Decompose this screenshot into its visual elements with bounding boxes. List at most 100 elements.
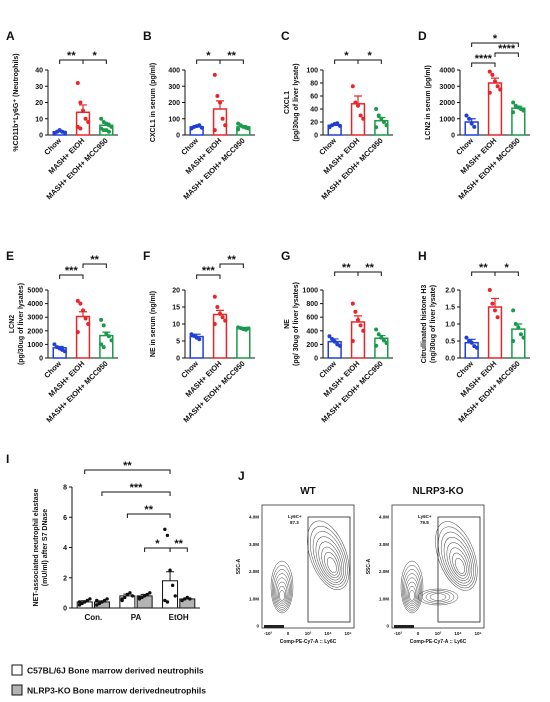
- data-point: [163, 598, 167, 603]
- y-tick-label: 3000: [27, 315, 43, 322]
- data-point: [223, 123, 228, 128]
- data-point: [490, 72, 495, 77]
- y-tick-label: 10: [35, 116, 43, 123]
- data-point: [170, 583, 175, 588]
- x-tick-label: Chow: [454, 136, 475, 157]
- data-point: [381, 120, 386, 124]
- data-point: [353, 100, 358, 105]
- y-axis-label: NE: [284, 319, 291, 329]
- contour: [403, 569, 421, 610]
- contour: [443, 537, 473, 584]
- y-axis-label: SSC-A: [236, 558, 242, 574]
- data-point: [101, 323, 106, 328]
- data-point: [83, 600, 87, 604]
- significance-bracket: [196, 274, 221, 279]
- significance-label: **: [479, 262, 488, 274]
- x-tick-label: Chow: [454, 359, 475, 380]
- data-point: [101, 345, 106, 350]
- data-point: [212, 72, 217, 77]
- contour: [409, 590, 415, 601]
- y-tick-label: 10: [172, 322, 180, 329]
- x-axis-label: Comp-PE-Cy7-A :: Ly6C: [410, 639, 467, 645]
- panel-letter: G: [281, 249, 290, 263]
- legend-swatch: [11, 664, 23, 676]
- data-point: [487, 69, 492, 74]
- data-point: [374, 107, 379, 111]
- significance-label: **: [227, 50, 236, 62]
- contour: [277, 585, 287, 603]
- data-point: [220, 315, 225, 320]
- contour: [438, 526, 476, 589]
- data-point: [358, 323, 363, 328]
- y-tick-label: 20: [310, 120, 318, 127]
- y-tick-label: 6: [63, 515, 67, 522]
- x-tick-label: 10⁴: [454, 631, 461, 636]
- x-tick-label: -10³: [264, 631, 273, 636]
- significance-label: **: [174, 538, 183, 550]
- y-tick-label: 0: [314, 356, 318, 363]
- data-point: [513, 322, 518, 326]
- y-tick-label: 4000: [27, 301, 43, 308]
- data-point: [95, 603, 99, 607]
- y-tick-label: 1.0M: [249, 596, 259, 601]
- y-tick-label: 0: [386, 624, 389, 629]
- y-tick-label: 0: [63, 606, 67, 613]
- data-point: [148, 591, 152, 595]
- panel-letter: E: [6, 249, 14, 263]
- contour: [309, 525, 348, 588]
- y-tick-label: 0: [176, 356, 180, 363]
- contour: [324, 552, 339, 576]
- x-tick-label: -10³: [394, 631, 403, 636]
- y-axis-label: Citrullinated histone H3: [421, 285, 428, 364]
- y-axis-label: (pg/30ug of liver lysates): [18, 283, 25, 365]
- data-point: [120, 597, 124, 601]
- data-point: [100, 600, 104, 604]
- plot-title: WT: [300, 486, 316, 497]
- data-point: [86, 120, 91, 124]
- x-tick-label: 10⁵: [474, 631, 481, 636]
- gate-label: Ly6C+: [288, 514, 302, 519]
- y-tick-label: 1.0: [445, 322, 455, 329]
- y-tick-label: 30: [35, 84, 43, 91]
- y-tick-label: 4.0M: [249, 515, 259, 520]
- data-point: [197, 123, 202, 128]
- y-axis-label: (pg/ 30ug of liver lysates): [293, 282, 300, 366]
- significance-label: *: [493, 33, 498, 45]
- data-point: [493, 79, 497, 84]
- contour: [275, 577, 289, 607]
- significance-label: *: [505, 262, 510, 274]
- y-tick-label: 1000: [302, 288, 318, 295]
- contour: [401, 564, 423, 612]
- data-point: [246, 126, 251, 131]
- data-point: [78, 126, 83, 131]
- significance-label: *: [344, 50, 349, 62]
- data-point: [215, 305, 220, 309]
- data-point: [335, 121, 340, 126]
- data-point: [332, 339, 337, 344]
- contour: [404, 573, 420, 608]
- data-point: [384, 341, 389, 346]
- y-axis-label: NET-associated neutrophil elastase: [33, 488, 40, 606]
- y-axis-label: (pg/30ug of liver lysate): [293, 63, 300, 141]
- data-point: [125, 592, 130, 597]
- y-tick-label: 3.0M: [379, 542, 389, 547]
- data-point: [236, 127, 241, 132]
- bar: [464, 341, 479, 359]
- y-tick-label: 0: [39, 356, 43, 363]
- data-point: [62, 130, 67, 135]
- data-point: [97, 601, 102, 606]
- data-point: [521, 108, 526, 113]
- data-point: [77, 600, 82, 604]
- data-point: [102, 598, 107, 603]
- data-point: [80, 601, 84, 606]
- y-tick-label: 4: [63, 545, 67, 552]
- data-point: [374, 327, 379, 332]
- axis-events: [394, 625, 414, 628]
- bar: [487, 306, 503, 359]
- bar: [511, 328, 526, 359]
- data-point: [197, 337, 202, 342]
- y-tick-label: 0: [39, 133, 43, 140]
- data-point: [99, 317, 104, 322]
- x-tick-label: 10⁵: [344, 631, 351, 636]
- data-point: [511, 110, 516, 115]
